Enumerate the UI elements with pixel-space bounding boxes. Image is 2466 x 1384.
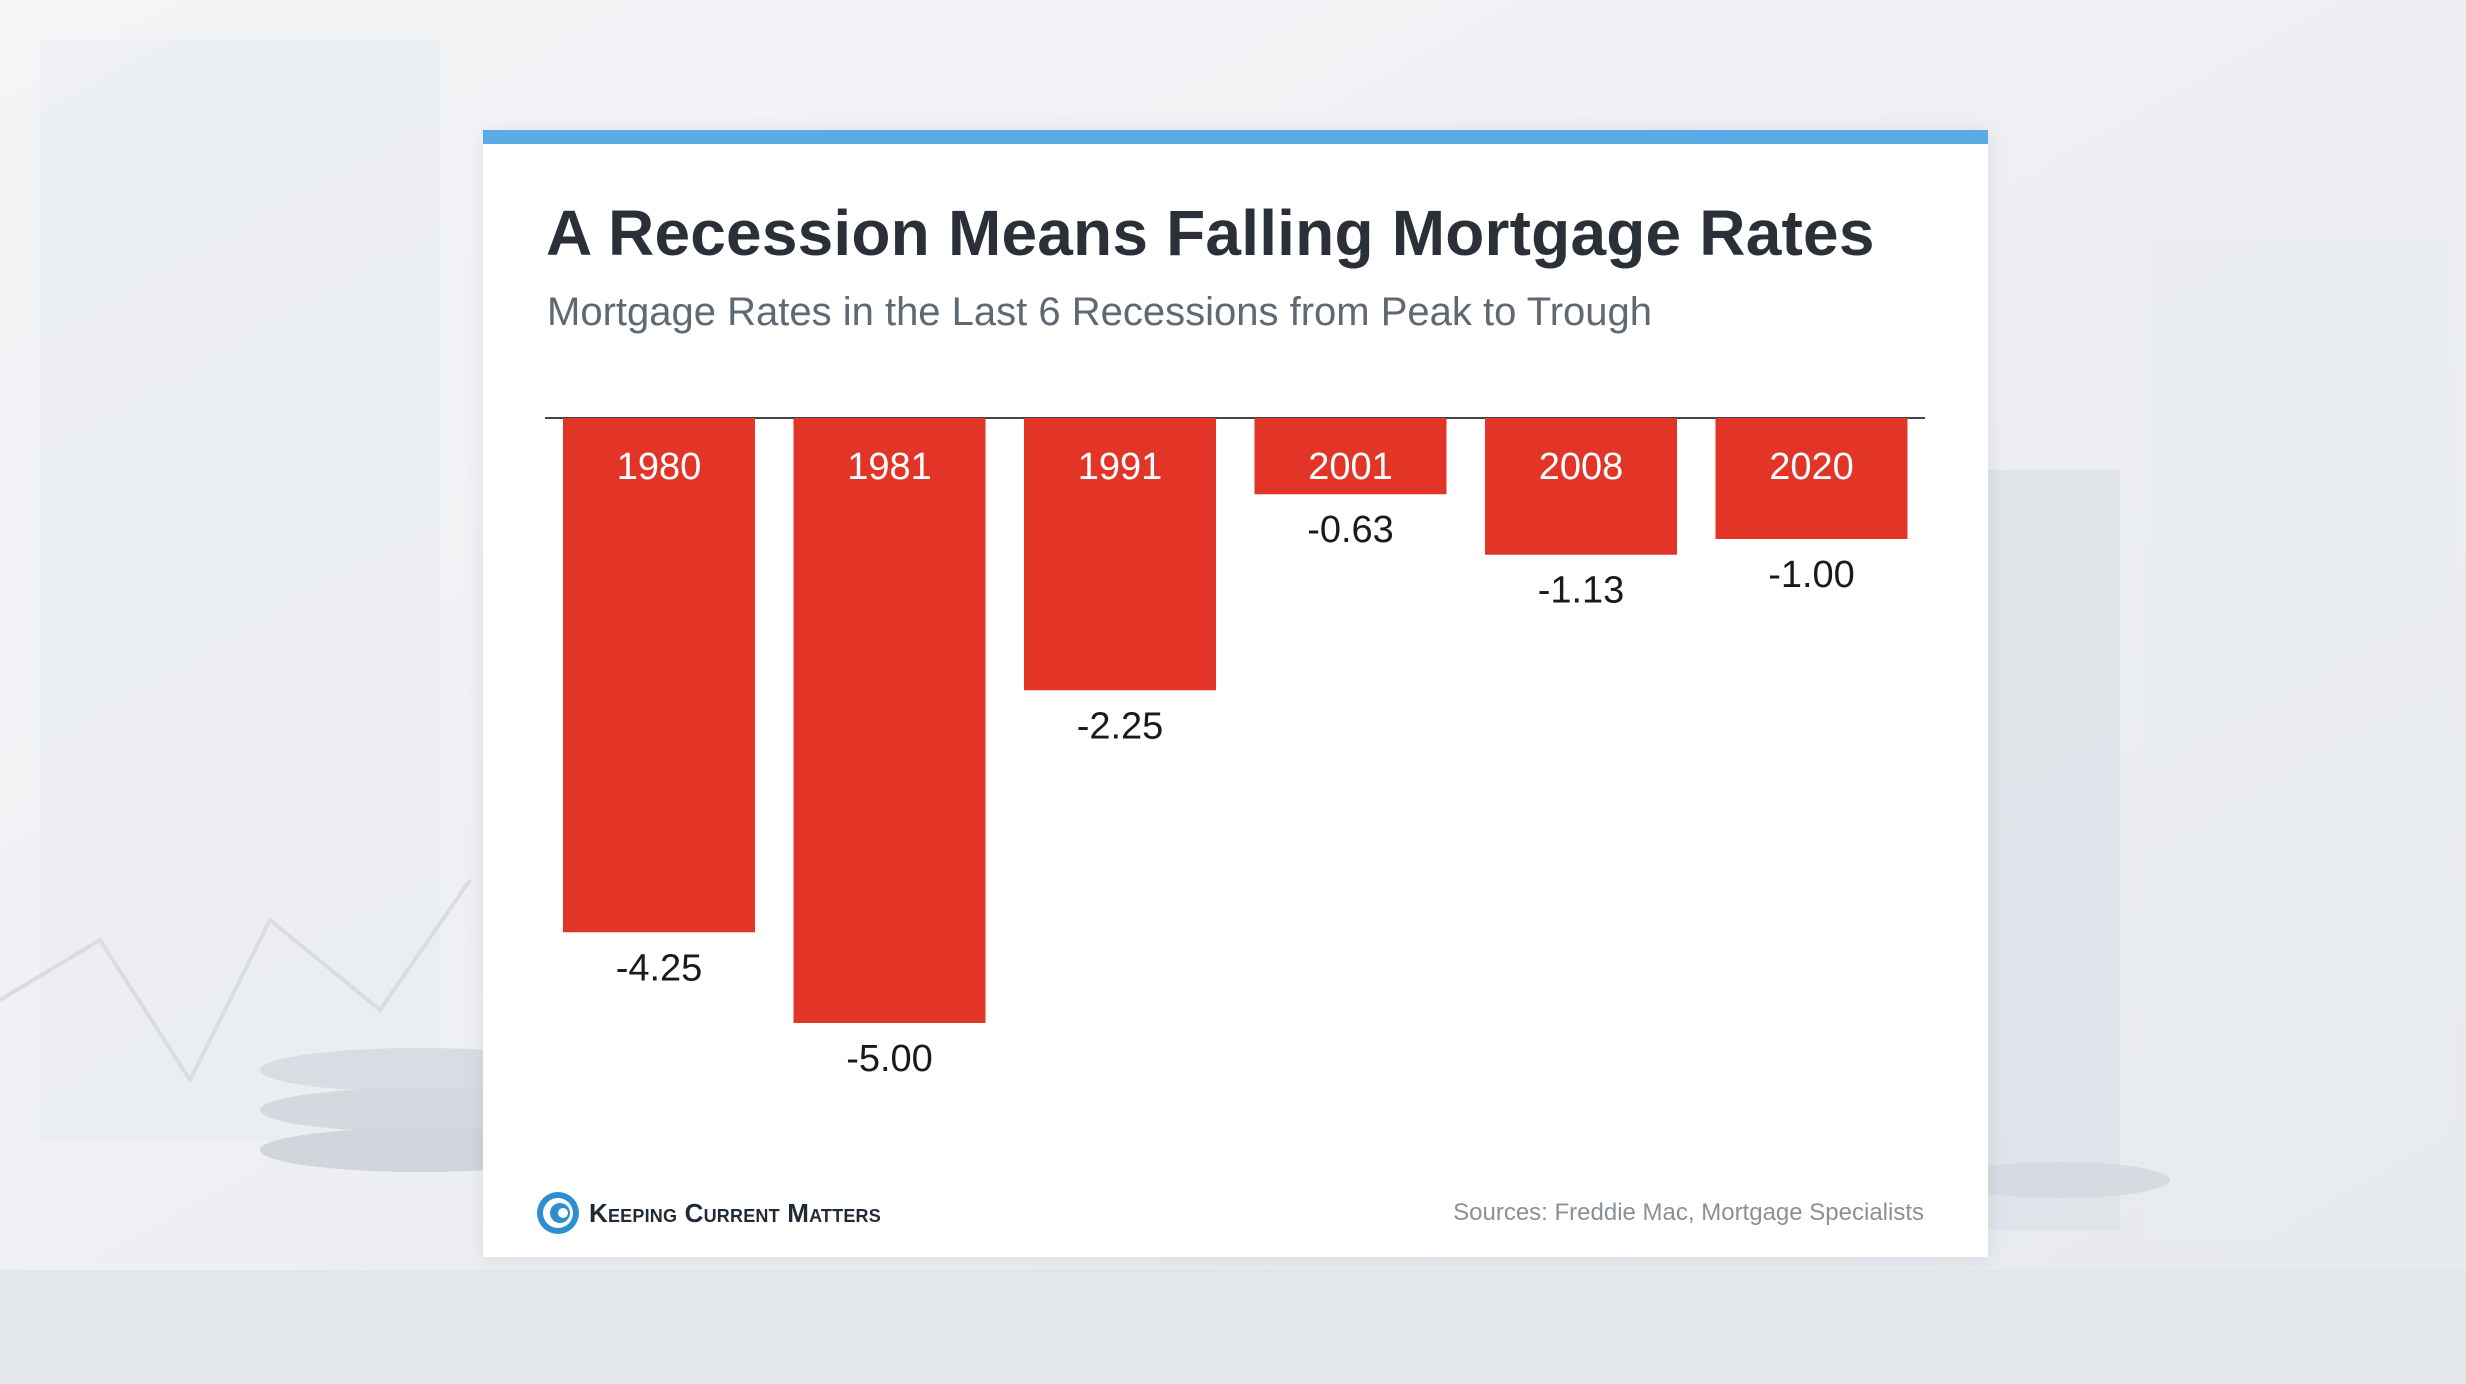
chart-subtitle: Mortgage Rates in the Last 6 Recessions … — [547, 290, 1653, 334]
accent-top-bar — [483, 130, 1988, 144]
bar-value-label: -1.00 — [1768, 554, 1855, 596]
bar-chart: 1980 -4.25 1981 -5.00 1991 -2.25 2001 -0.63 2008… — [545, 417, 1925, 1080]
bar-category-label: 1980 — [617, 446, 702, 488]
chart-card: A Recession Means Falling Mortgage Rates… — [483, 130, 1988, 1257]
bar-value-label: -1.13 — [1538, 570, 1625, 612]
logo-text: Keeping Current Matters — [589, 1197, 881, 1228]
bar-2008 — [1485, 418, 1677, 555]
bar-2020 — [1715, 418, 1908, 539]
bar-category-label: 2020 — [1769, 446, 1854, 488]
bar-value-label: -4.25 — [616, 947, 703, 989]
bar-category-label: 2001 — [1308, 446, 1393, 488]
sources-note: Sources: Freddie Mac, Mortgage Specialis… — [1453, 1199, 1924, 1226]
bar-value-label: -5.00 — [846, 1038, 933, 1080]
bar-1980 — [563, 418, 755, 933]
bar-value-label: -0.63 — [1307, 509, 1394, 551]
kcm-swirl-icon — [537, 1192, 579, 1234]
bar-category-label: 2008 — [1539, 446, 1624, 488]
bar-category-label: 1991 — [1078, 446, 1163, 488]
bar-1991 — [1024, 418, 1216, 691]
logo: Keeping Current Matters — [535, 1188, 881, 1238]
bar-value-label: -2.25 — [1077, 705, 1164, 747]
chart-title: A Recession Means Falling Mortgage Rates — [546, 197, 1875, 269]
bar-category-label: 1981 — [847, 446, 932, 488]
bar-2001 — [1254, 418, 1447, 495]
bar-1981 — [793, 418, 986, 1023]
